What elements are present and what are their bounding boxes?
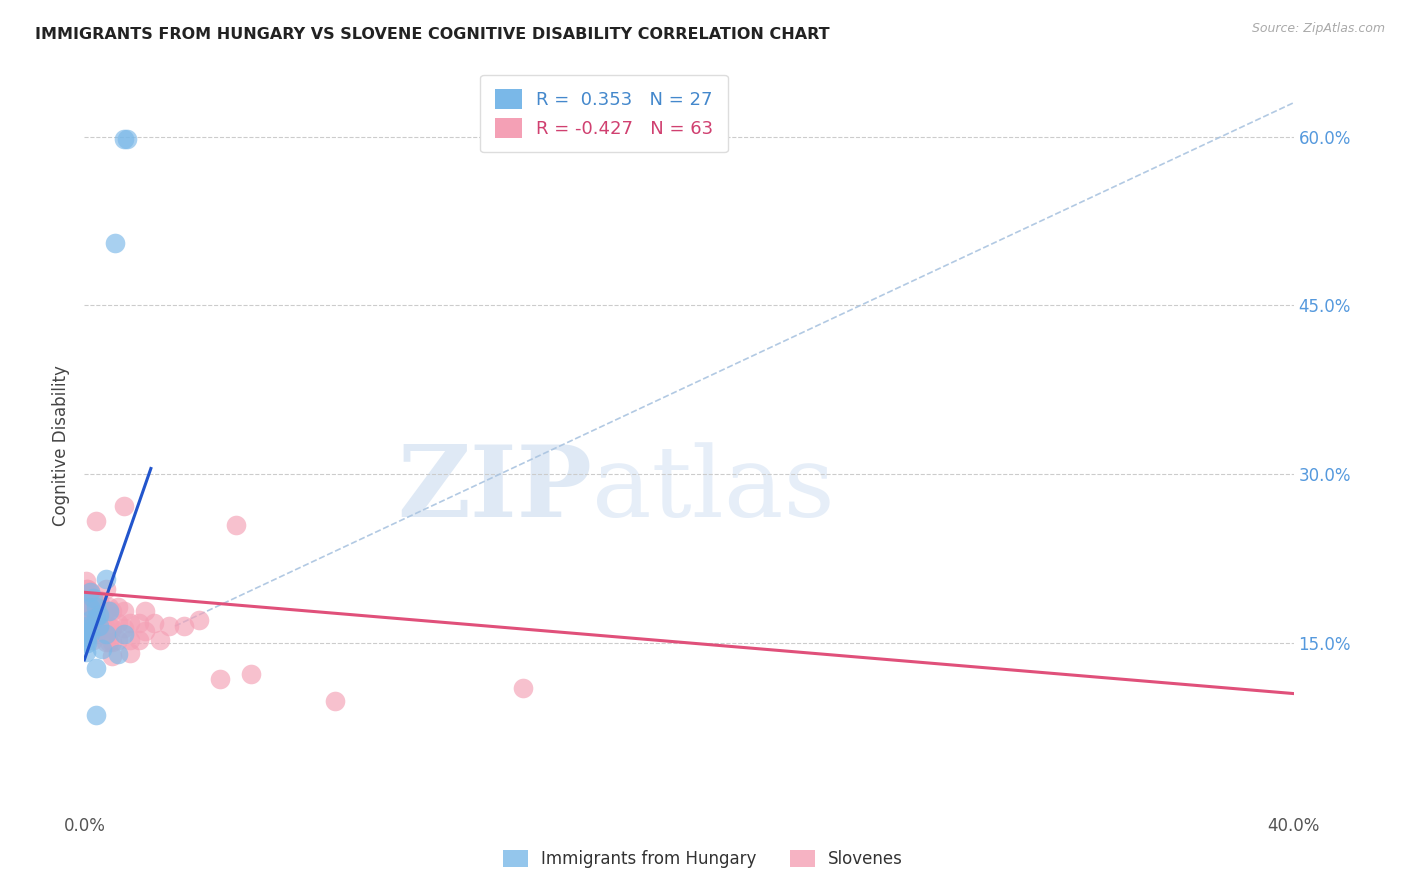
Point (112, 627, 135, 641)
Point (76, 624, 98, 639)
Point (86, 619, 108, 633)
Point (107, 647, 129, 661)
Text: ZIP: ZIP (398, 442, 592, 539)
Point (82, 619, 104, 633)
Point (79, 585, 101, 599)
Point (79, 615, 101, 630)
Point (112, 604, 135, 618)
Point (149, 632, 172, 647)
Point (79, 602, 101, 616)
Text: atlas: atlas (592, 442, 835, 538)
Point (97, 599, 120, 614)
Point (76, 636, 98, 650)
Text: IMMIGRANTS FROM HUNGARY VS SLOVENE COGNITIVE DISABILITY CORRELATION CHART: IMMIGRANTS FROM HUNGARY VS SLOVENE COGNI… (35, 27, 830, 42)
Point (107, 615, 129, 630)
Point (89, 593, 111, 607)
Legend: R =  0.353   N = 27, R = -0.427   N = 63: R = 0.353 N = 27, R = -0.427 N = 63 (481, 75, 728, 153)
Point (79, 611, 101, 625)
Point (512, 681, 534, 695)
Point (104, 236, 127, 251)
Point (82, 591, 104, 605)
Point (91, 599, 114, 614)
Point (97, 619, 120, 633)
Point (82, 591, 104, 605)
Point (157, 619, 180, 633)
Point (79, 598, 101, 612)
Point (82, 627, 104, 641)
Point (82, 614, 104, 628)
Point (76, 619, 98, 633)
Point (107, 632, 129, 647)
Point (94, 604, 117, 618)
Point (75, 633, 97, 648)
Point (76, 604, 98, 618)
Point (86, 515, 108, 529)
Point (115, 132, 138, 146)
Point (79, 614, 101, 628)
Point (112, 499, 135, 513)
Point (79, 627, 101, 641)
Point (75, 623, 97, 637)
Point (239, 667, 262, 681)
Point (94, 627, 117, 641)
Point (89, 607, 111, 622)
Point (91, 615, 114, 630)
Point (89, 610, 111, 624)
Point (86, 604, 108, 618)
Point (323, 694, 346, 708)
Point (86, 619, 108, 633)
Point (94, 621, 117, 635)
Point (79, 599, 101, 614)
Point (94, 582, 117, 596)
Point (89, 624, 111, 638)
Point (79, 624, 101, 639)
Point (86, 604, 108, 618)
Point (112, 132, 135, 146)
Point (82, 604, 104, 618)
Point (118, 615, 141, 630)
Point (134, 604, 156, 618)
Point (128, 615, 150, 630)
Point (94, 635, 117, 649)
Point (112, 621, 135, 635)
Point (76, 582, 98, 596)
Point (209, 672, 232, 686)
Point (107, 599, 129, 614)
Point (142, 615, 165, 630)
Point (100, 604, 122, 618)
Point (76, 593, 98, 607)
Point (79, 589, 101, 603)
Point (86, 611, 108, 625)
Point (86, 599, 108, 614)
Point (188, 614, 211, 628)
Point (75, 645, 97, 659)
Point (118, 632, 141, 647)
Point (134, 624, 156, 638)
Text: Source: ZipAtlas.com: Source: ZipAtlas.com (1251, 22, 1385, 36)
Point (97, 635, 120, 649)
Point (89, 619, 111, 633)
Point (76, 582, 98, 596)
Point (97, 604, 120, 618)
Point (100, 635, 122, 649)
Point (76, 593, 98, 607)
Point (82, 632, 104, 647)
Point (79, 584, 101, 599)
Legend: Immigrants from Hungary, Slovenes: Immigrants from Hungary, Slovenes (496, 843, 910, 875)
Point (118, 646, 141, 660)
Point (128, 632, 150, 647)
Point (225, 517, 247, 532)
Point (100, 649, 122, 664)
Y-axis label: Cognitive Disability: Cognitive Disability (52, 366, 70, 526)
Point (86, 708, 108, 723)
Point (94, 572, 117, 586)
Point (75, 574, 97, 588)
Point (100, 621, 122, 635)
Point (82, 599, 104, 614)
Point (173, 619, 195, 633)
Point (91, 641, 114, 656)
Point (86, 661, 108, 675)
Point (76, 630, 98, 644)
